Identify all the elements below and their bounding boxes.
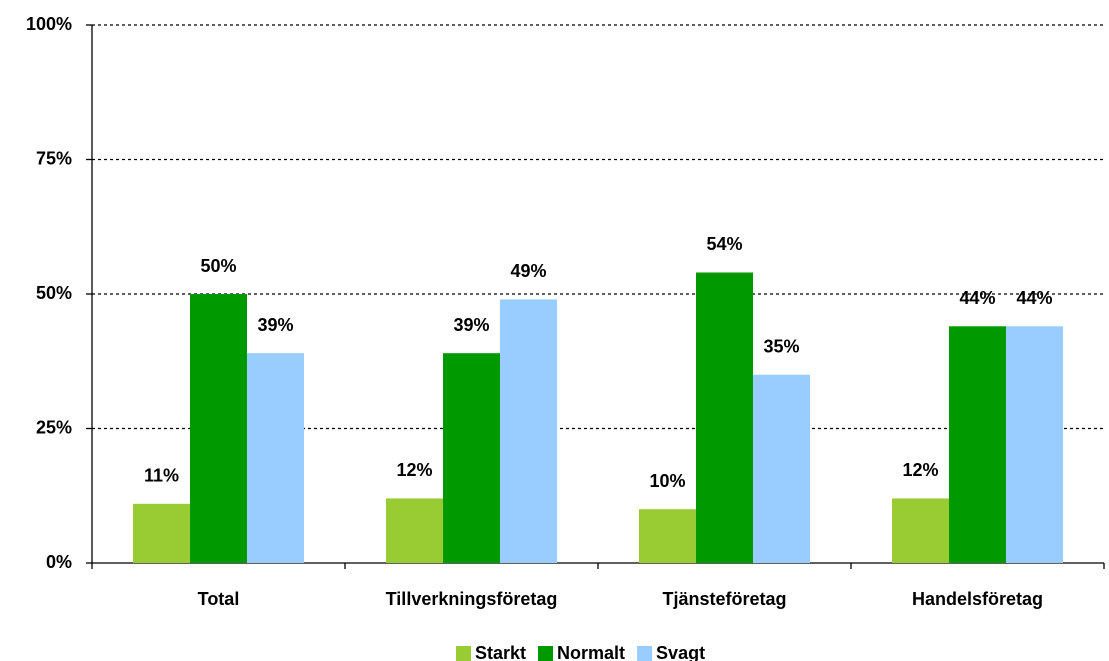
legend-label: Starkt bbox=[475, 643, 526, 661]
x-tick-label: Tillverkningsföretag bbox=[386, 589, 558, 609]
value-label: 12% bbox=[396, 460, 432, 480]
legend-swatch bbox=[538, 646, 554, 661]
value-label: 50% bbox=[200, 256, 236, 276]
value-label: 11% bbox=[144, 466, 179, 486]
value-label: 12% bbox=[902, 460, 938, 480]
value-label: 44% bbox=[959, 288, 995, 308]
x-tick-label: Tjänsteföretag bbox=[662, 589, 786, 609]
bar bbox=[1006, 326, 1063, 563]
legend-swatch bbox=[456, 646, 471, 661]
x-tick-label: Total bbox=[198, 589, 240, 609]
bar bbox=[696, 272, 753, 563]
bar bbox=[892, 498, 949, 563]
y-tick-label: 25% bbox=[36, 417, 72, 437]
value-label: 10% bbox=[649, 471, 685, 491]
bar bbox=[247, 353, 304, 563]
value-label: 35% bbox=[763, 336, 799, 356]
y-tick-label: 0% bbox=[46, 552, 72, 572]
x-tick-label: Handelsföretag bbox=[912, 589, 1043, 609]
value-label: 44% bbox=[1016, 288, 1052, 308]
y-tick-label: 75% bbox=[36, 148, 72, 168]
bar bbox=[443, 353, 500, 563]
legend-swatch bbox=[637, 646, 653, 661]
bar bbox=[753, 374, 810, 563]
bar bbox=[500, 299, 557, 563]
legend-label: Normalt bbox=[557, 643, 625, 661]
value-label: 54% bbox=[706, 234, 742, 254]
y-tick-label: 50% bbox=[36, 283, 72, 303]
legend-label: Svagt bbox=[656, 643, 705, 661]
bar bbox=[190, 294, 247, 563]
bar bbox=[639, 509, 696, 563]
value-label: 49% bbox=[510, 261, 546, 281]
bar bbox=[949, 326, 1006, 563]
value-label: 39% bbox=[257, 315, 293, 335]
bar bbox=[386, 498, 443, 563]
bar bbox=[133, 503, 190, 563]
y-tick-label: 100% bbox=[26, 14, 72, 34]
value-label: 39% bbox=[453, 315, 489, 335]
